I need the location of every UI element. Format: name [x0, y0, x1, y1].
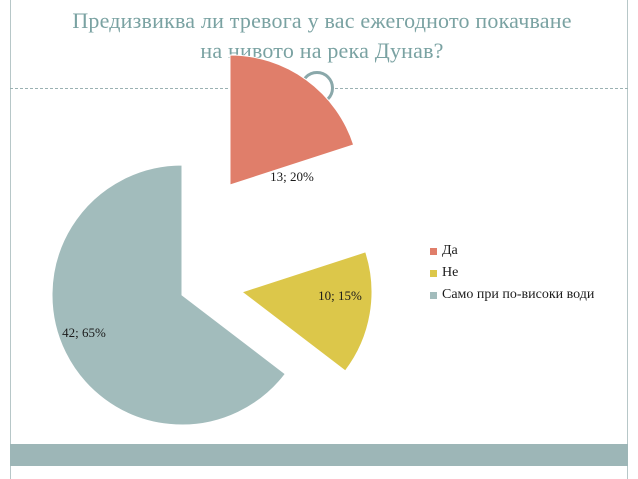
legend-swatch	[430, 269, 437, 277]
legend-item-2: Не	[430, 262, 594, 284]
data-label-3: 42; 65%	[62, 325, 106, 340]
data-label-2: 10; 15%	[318, 288, 362, 303]
slide-frame	[10, 0, 628, 479]
legend-item-1: Да	[430, 240, 594, 262]
chart-legend: Да Не Само при по-високи води	[430, 240, 594, 306]
legend-item-3: Само при по-високи води	[430, 284, 594, 306]
pie-slice-1	[229, 54, 355, 186]
title-line-1: Предизвиква ли тревога у вас ежегодното …	[72, 8, 572, 33]
data-label-1: 13; 20%	[270, 169, 314, 184]
legend-label: Да	[442, 243, 458, 258]
pie-slice-3	[51, 164, 286, 426]
bottom-accent-bar	[10, 444, 628, 466]
legend-label: Само при по-високи води	[442, 287, 595, 302]
legend-label: Не	[442, 265, 459, 280]
legend-swatch	[430, 291, 437, 299]
pie-slice-2	[240, 251, 373, 372]
legend-swatch	[430, 247, 437, 255]
